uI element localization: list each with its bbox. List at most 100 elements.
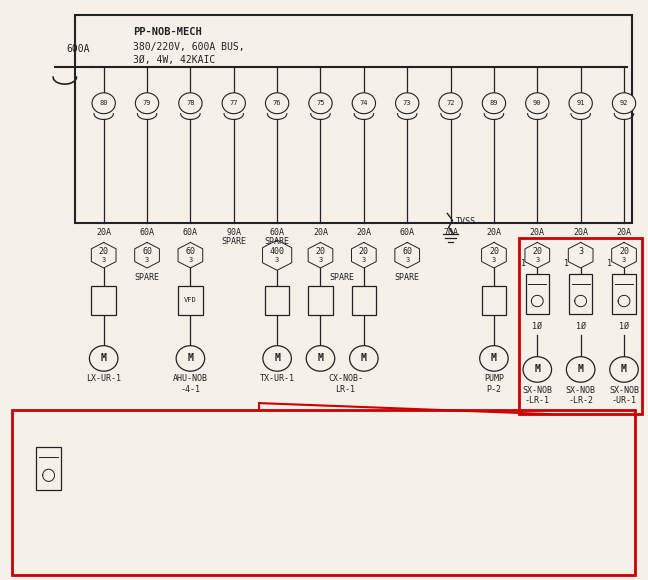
Text: 60A: 60A [400, 228, 415, 237]
Text: SPARE: SPARE [330, 273, 354, 282]
Text: 20A: 20A [487, 228, 502, 237]
Bar [526, 274, 549, 314]
Polygon shape [178, 242, 203, 268]
Circle shape [480, 346, 508, 371]
Bar [12, 410, 635, 575]
Text: 380/220V, 600A BUS,: 380/220V, 600A BUS, [133, 42, 244, 52]
Bar [612, 274, 636, 314]
Text: 78: 78 [186, 100, 194, 106]
Polygon shape [525, 242, 550, 268]
Text: 60A: 60A [270, 228, 284, 237]
Text: 20: 20 [316, 247, 325, 256]
Bar [481, 286, 506, 315]
Text: COMBINATION STARTER WITH ADJUSTABLE, MAGNETIC TRIP ONLY, CIRCUIT: COMBINATION STARTER WITH ADJUSTABLE, MAG… [130, 485, 529, 495]
Text: AHU-NOB
-4-1: AHU-NOB -4-1 [173, 374, 208, 393]
Circle shape [176, 346, 205, 371]
Text: TVSS: TVSS [456, 217, 476, 226]
Polygon shape [351, 242, 376, 268]
Text: 1: 1 [607, 259, 612, 268]
Text: 3: 3 [275, 257, 279, 263]
Text: 72: 72 [446, 100, 455, 106]
Circle shape [179, 93, 202, 114]
Circle shape [222, 93, 246, 114]
Circle shape [526, 93, 549, 114]
Circle shape [569, 93, 592, 114]
Circle shape [92, 93, 115, 114]
Bar [519, 238, 642, 414]
Circle shape [309, 93, 332, 114]
Text: 60: 60 [402, 247, 412, 256]
Circle shape [610, 357, 638, 382]
Text: NUMERAL INDICATES NEMA SIZE: NUMERAL INDICATES NEMA SIZE [73, 428, 255, 438]
Text: 3: 3 [622, 257, 626, 263]
Text: M: M [621, 364, 627, 375]
Text: 1Ø: 1Ø [575, 321, 586, 331]
Text: M: M [187, 353, 193, 364]
Text: 20: 20 [619, 247, 629, 256]
Bar [569, 274, 592, 314]
Text: SPARE: SPARE [395, 273, 420, 282]
Text: M: M [491, 353, 497, 364]
Text: PP-NOB-MECH: PP-NOB-MECH [133, 27, 202, 37]
Text: 60: 60 [185, 247, 196, 256]
Text: 3: 3 [535, 257, 539, 263]
Text: M: M [100, 353, 107, 364]
Polygon shape [395, 242, 419, 268]
Text: 80: 80 [99, 100, 108, 106]
Text: SX-NOB
-LR-2: SX-NOB -LR-2 [566, 386, 596, 405]
Text: 1: 1 [564, 259, 569, 268]
Circle shape [307, 346, 335, 371]
Text: 20: 20 [532, 247, 542, 256]
Text: 3: 3 [189, 257, 192, 263]
Text: 60A: 60A [139, 228, 154, 237]
Text: 400: 400 [270, 247, 284, 256]
Text: 3: 3 [362, 257, 366, 263]
Text: 20A: 20A [573, 228, 588, 237]
Circle shape [89, 346, 118, 371]
Text: BREAKER DISCONNECT AND ADJUSTABLE, SOLID STATE, OVERLOAD RELAY: BREAKER DISCONNECT AND ADJUSTABLE, SOLID… [130, 520, 517, 530]
Polygon shape [612, 242, 636, 268]
Text: 3: 3 [405, 257, 410, 263]
Text: CX-NOB-
LR-1: CX-NOB- LR-1 [328, 374, 363, 393]
Text: 60: 60 [142, 247, 152, 256]
Text: 60A: 60A [183, 228, 198, 237]
Text: 20: 20 [98, 247, 109, 256]
Text: SX-NOB
-LR-1: SX-NOB -LR-1 [522, 386, 552, 405]
Circle shape [566, 357, 595, 382]
Text: 3: 3 [102, 257, 106, 263]
Text: 20A: 20A [313, 228, 328, 237]
Text: M: M [535, 364, 540, 375]
Text: 91: 91 [577, 100, 585, 106]
Bar [265, 286, 290, 315]
Text: 20A: 20A [96, 228, 111, 237]
Text: 20A: 20A [530, 228, 545, 237]
Circle shape [523, 357, 551, 382]
Circle shape [135, 93, 159, 114]
Circle shape [439, 93, 462, 114]
Text: 74: 74 [360, 100, 368, 106]
Text: SPARE: SPARE [221, 237, 246, 246]
Circle shape [353, 93, 375, 114]
Text: 1Ø: 1Ø [532, 321, 542, 331]
Text: VFD: VFD [184, 298, 197, 303]
Bar [308, 286, 333, 315]
Text: 20: 20 [489, 247, 499, 256]
Circle shape [263, 346, 292, 371]
Bar [91, 286, 116, 315]
Text: 92: 92 [619, 100, 629, 106]
Text: 1Ø: 1Ø [619, 321, 629, 331]
Text: SX-NOB
-UR-1: SX-NOB -UR-1 [609, 386, 639, 405]
Text: 73: 73 [403, 100, 411, 106]
Bar [351, 286, 376, 315]
Circle shape [612, 93, 636, 114]
Polygon shape [308, 242, 333, 268]
Text: 89: 89 [490, 100, 498, 106]
Polygon shape [91, 242, 116, 268]
Bar [75, 14, 632, 223]
Text: 79: 79 [143, 100, 151, 106]
Bar [178, 286, 203, 315]
Text: SPARE: SPARE [264, 237, 290, 246]
Text: M: M [361, 353, 367, 364]
Polygon shape [135, 242, 159, 268]
Text: LX-UR-1: LX-UR-1 [86, 374, 121, 383]
